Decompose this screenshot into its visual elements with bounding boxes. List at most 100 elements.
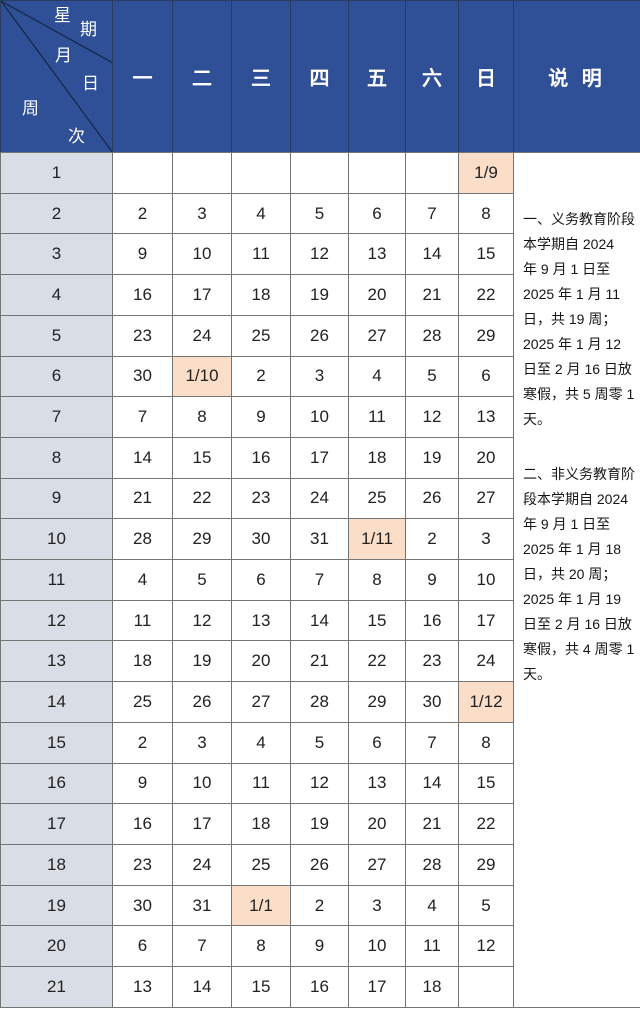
week-row-20: 20 6 7 8 9 10 11 12 <box>0 925 640 968</box>
date-cell: 16 <box>290 966 349 1008</box>
date-cell: 12 <box>290 233 349 276</box>
date-cell: 13 <box>458 396 514 438</box>
date-cell: 30 <box>112 355 173 398</box>
month-start-cell: 1/1 <box>231 884 291 927</box>
notes-column-cell: 一、义务教育阶段 本学期自 2024 年 9 月 1 日至 2025 年 1 月… <box>513 152 640 1008</box>
corner-label-weekday-1: 星 <box>54 6 71 25</box>
date-cell: 9 <box>290 925 349 968</box>
week-row-7: 7 7 8 9 10 11 12 13 <box>0 396 640 438</box>
date-cell: 25 <box>112 681 173 723</box>
date-cell: 6 <box>348 192 406 235</box>
date-cell <box>172 152 232 194</box>
date-cell: 17 <box>290 436 349 479</box>
date-cell: 14 <box>290 599 349 642</box>
day-header-fri: 五 <box>348 0 406 153</box>
date-cell: 21 <box>405 803 459 845</box>
date-cell: 28 <box>405 314 459 357</box>
day-header-thu: 四 <box>290 0 349 153</box>
date-cell: 5 <box>290 721 349 764</box>
week-number-cell: 20 <box>0 925 113 968</box>
month-start-cell: 1/10 <box>172 355 232 398</box>
day-header-sat: 六 <box>405 0 459 153</box>
date-cell: 24 <box>458 640 514 683</box>
date-cell: 15 <box>458 233 514 276</box>
date-cell: 13 <box>112 966 173 1008</box>
date-cell: 29 <box>348 681 406 723</box>
date-cell: 21 <box>290 640 349 683</box>
date-cell: 20 <box>348 803 406 845</box>
date-cell: 11 <box>231 233 291 276</box>
day-header-tue: 二 <box>172 0 232 153</box>
date-cell: 3 <box>458 518 514 561</box>
date-cell: 3 <box>172 192 232 235</box>
date-cell: 9 <box>231 396 291 438</box>
week-number-cell: 14 <box>0 681 113 723</box>
note-paragraph-1: 一、义务教育阶段 本学期自 2024 年 9 月 1 日至 2025 年 1 月… <box>523 211 635 427</box>
corner-label-monthday-1: 月 <box>55 46 72 65</box>
date-cell: 12 <box>172 599 232 642</box>
week-number-cell: 16 <box>0 762 113 805</box>
week-number-cell: 1 <box>0 152 113 194</box>
date-cell: 7 <box>405 721 459 764</box>
date-cell: 3 <box>172 721 232 764</box>
week-row-13: 13 18 19 20 21 22 23 24 <box>0 640 640 683</box>
date-cell: 8 <box>458 192 514 235</box>
date-cell: 22 <box>172 477 232 520</box>
date-cell: 21 <box>112 477 173 520</box>
date-cell: 26 <box>172 681 232 723</box>
date-cell: 10 <box>290 396 349 438</box>
week-row-15: 15 2 3 4 5 6 7 8 <box>0 721 640 764</box>
date-cell: 23 <box>112 843 173 886</box>
date-cell: 3 <box>348 884 406 927</box>
date-cell: 22 <box>458 803 514 845</box>
day-header-mon: 一 <box>112 0 173 153</box>
header-row: 星 期 月 日 周 次 一 二 三 四 五 六 日 说 明 <box>0 0 640 153</box>
month-start-cell: 1/12 <box>458 681 514 723</box>
date-cell: 4 <box>112 559 173 601</box>
date-cell: 30 <box>405 681 459 723</box>
date-cell: 6 <box>231 559 291 601</box>
date-cell: 7 <box>172 925 232 968</box>
week-number-cell: 21 <box>0 966 113 1008</box>
week-row-4: 4 16 17 18 19 20 21 22 <box>0 274 640 316</box>
week-row-1: 1 1/9 一、义务教育阶段 本学期自 2024 年 9 月 1 日至 2025 年… <box>0 152 640 1008</box>
date-cell: 5 <box>458 884 514 927</box>
date-cell: 4 <box>231 192 291 235</box>
note-paragraph-2: 二、非义务教育阶 段本学期自 2024 年 9 月 1 日至 2025 年 1 … <box>523 466 635 682</box>
date-cell: 2 <box>405 518 459 561</box>
week-row-12: 12 11 12 13 14 15 16 17 <box>0 599 640 642</box>
date-cell: 15 <box>458 762 514 805</box>
date-cell: 5 <box>172 559 232 601</box>
date-cell: 16 <box>112 803 173 845</box>
week-row-6: 6 30 1/10 2 3 4 5 6 <box>0 355 640 398</box>
date-cell: 31 <box>290 518 349 561</box>
date-cell: 26 <box>290 314 349 357</box>
date-cell: 6 <box>458 355 514 398</box>
week-number-cell: 7 <box>0 396 113 438</box>
week-number-cell: 3 <box>0 233 113 276</box>
date-cell: 5 <box>405 355 459 398</box>
week-number-cell: 9 <box>0 477 113 520</box>
week-number-cell: 4 <box>0 274 113 316</box>
date-cell: 6 <box>348 721 406 764</box>
date-cell: 30 <box>112 884 173 927</box>
date-cell: 30 <box>231 518 291 561</box>
date-cell: 11 <box>231 762 291 805</box>
date-cell: 18 <box>112 640 173 683</box>
date-cell: 27 <box>458 477 514 520</box>
date-cell: 25 <box>231 843 291 886</box>
date-cell: 15 <box>231 966 291 1008</box>
date-cell: 17 <box>172 274 232 316</box>
date-cell <box>112 152 173 194</box>
date-cell: 22 <box>458 274 514 316</box>
date-cell: 10 <box>172 762 232 805</box>
week-number-cell: 17 <box>0 803 113 845</box>
diagonal-divider-icon <box>1 1 112 152</box>
date-cell: 17 <box>348 966 406 1008</box>
date-cell: 20 <box>231 640 291 683</box>
week-number-cell: 11 <box>0 559 113 601</box>
date-cell: 13 <box>348 762 406 805</box>
date-cell: 13 <box>231 599 291 642</box>
date-cell: 8 <box>172 396 232 438</box>
